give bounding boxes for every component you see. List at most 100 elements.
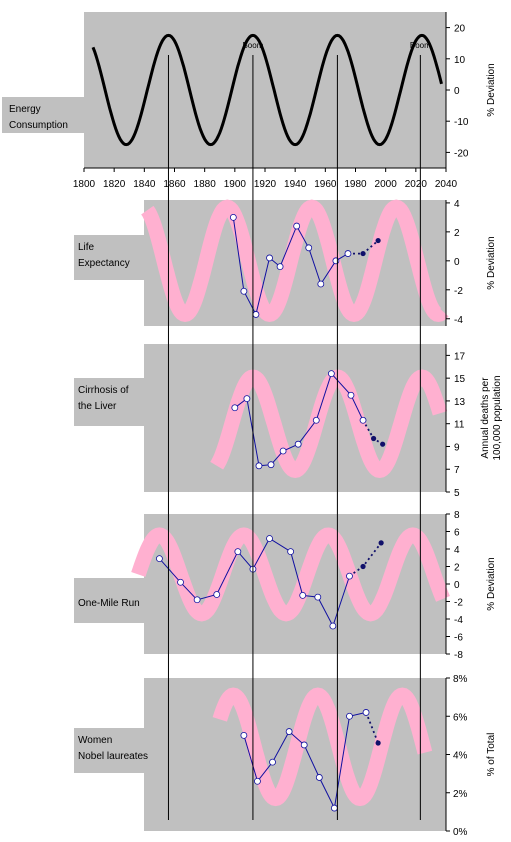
data-point: [346, 572, 353, 580]
series-line: [232, 217, 349, 316]
data-point: [255, 462, 263, 470]
plot-area: [84, 12, 446, 168]
y-tick-label: 7: [454, 465, 460, 476]
y-axis-title: 100,000 population: [492, 375, 503, 460]
wave-band: [210, 369, 448, 479]
boom-annotation: Boom: [410, 41, 431, 50]
projection-point: [375, 740, 381, 746]
y-axis-title: % Deviation: [486, 557, 497, 610]
y-tick-label: 13: [454, 397, 466, 408]
y-tick-label: 15: [454, 374, 466, 385]
y-tick-label: -2: [454, 598, 463, 609]
data-point: [347, 391, 355, 399]
panel-cirrhosis: Cirrhosis of the Liver 5 7 9 11 13 15 17 Annual d…: [74, 344, 503, 499]
x-tick-label: 2000: [375, 179, 398, 190]
panel-label: Expectancy: [78, 258, 130, 269]
label-box: [74, 728, 144, 773]
data-point: [231, 404, 239, 412]
projection-point: [360, 563, 366, 570]
panel-label: Energy: [9, 104, 41, 115]
data-point: [359, 416, 367, 424]
y-tick-label: -8: [454, 650, 463, 661]
x-tick-label: 1900: [224, 179, 247, 190]
panel-label: Women: [78, 735, 112, 746]
data-point: [254, 777, 261, 785]
y-tick-label: 2: [454, 563, 460, 574]
y-tick-label: 0: [454, 257, 460, 268]
x-tick-label: 1960: [314, 179, 337, 190]
y-tick-label: -20: [454, 148, 469, 159]
projection-point: [378, 540, 384, 546]
y-tick-label: 0: [454, 580, 460, 591]
y-axis-title: % of Total: [486, 733, 497, 777]
data-point: [299, 591, 307, 599]
data-point: [279, 447, 287, 455]
data-point: [193, 596, 201, 604]
panel-label: Consumption: [9, 120, 68, 131]
label-box: [2, 97, 84, 133]
wave-band: [212, 687, 433, 807]
y-axis-title: Annual deaths per: [480, 377, 491, 459]
projection-line: [365, 712, 379, 744]
data-point: [317, 280, 325, 288]
panel-energy: Energy Consumption Boom Boom -20 -10 0 10 20 % De…: [2, 12, 497, 190]
y-tick-label: 8%: [453, 674, 468, 685]
data-point: [314, 593, 322, 601]
x-tick-label: 1920: [254, 179, 277, 190]
data-point: [346, 712, 353, 720]
data-point: [329, 622, 337, 630]
data-point: [266, 535, 273, 542]
data-point: [266, 254, 273, 262]
data-point: [294, 440, 302, 448]
projection-point: [360, 250, 366, 257]
data-point: [362, 709, 370, 716]
y-tick-label: 0: [454, 86, 460, 97]
y-tick-label: -4: [454, 615, 463, 626]
y-tick-label: 4: [454, 199, 460, 210]
data-point: [305, 244, 313, 252]
label-box: [74, 378, 144, 426]
projection-point: [371, 435, 377, 442]
x-tick-label: 1880: [194, 179, 217, 190]
y-tick-label: -4: [454, 315, 463, 326]
y-tick-label: 4: [454, 545, 460, 556]
data-point: [327, 370, 335, 378]
data-point: [269, 758, 276, 766]
panel-label: Cirrhosis of: [78, 385, 129, 396]
y-tick-label: 5: [454, 488, 460, 499]
y-axis-title: % Deviation: [486, 63, 497, 116]
y-tick-label: 17: [454, 351, 466, 362]
data-point: [293, 222, 301, 230]
panel-label: the Liver: [78, 401, 117, 412]
projection-point: [375, 237, 381, 244]
data-point: [267, 461, 275, 469]
y-tick-label: -2: [454, 286, 463, 297]
label-box: [74, 578, 144, 623]
data-point: [252, 311, 260, 318]
y-tick-label: 2: [454, 228, 460, 239]
x-tick-label: 2020: [405, 179, 428, 190]
panel-mile: One-Mile Run -8 -6 -4 -2 0 2 4 6 8 % Deviation: [74, 510, 497, 661]
y-tick-label: 10: [454, 55, 466, 66]
data-point: [234, 548, 242, 556]
boom-annotation: Boom: [242, 41, 263, 50]
x-tick-label: 1860: [163, 179, 186, 190]
wave-band: [141, 199, 449, 323]
panel-label: One-Mile Run: [78, 598, 140, 609]
x-tick-label: 2040: [435, 179, 458, 190]
panel-life: Life Expectancy -4 -2 0 2 4 % Deviation: [74, 199, 497, 326]
data-point: [287, 548, 295, 556]
data-point: [344, 250, 352, 257]
panel-label: Life: [78, 242, 95, 253]
data-point: [285, 728, 293, 735]
x-tick-label: 1820: [103, 179, 126, 190]
data-point: [243, 395, 251, 403]
y-tick-label: -10: [454, 117, 469, 128]
data-point: [332, 257, 340, 265]
vertical-guides: [167, 55, 421, 820]
label-box: [74, 235, 144, 280]
x-tick-label: 1980: [344, 179, 367, 190]
data-point: [315, 774, 323, 781]
x-tick-label: 1840: [133, 179, 156, 190]
panel-nobel: Women Nobel laureates 0% 2% 4% 6% 8% % of Total: [74, 674, 497, 838]
